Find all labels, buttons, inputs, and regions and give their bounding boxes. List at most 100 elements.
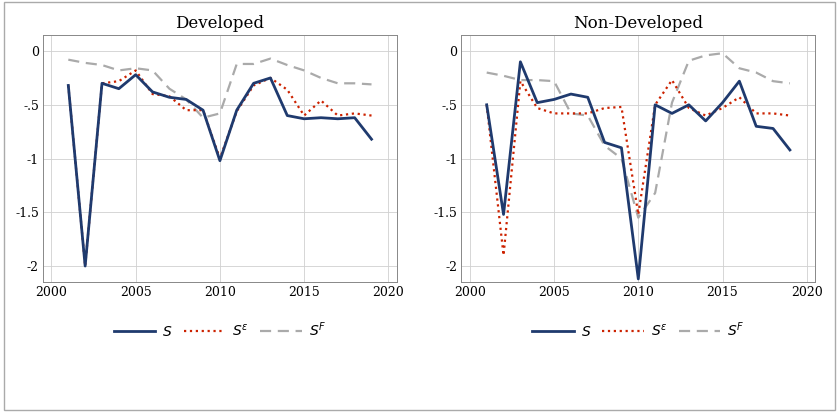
$S$ — [498, 212, 508, 217]
$S^{F}$ — [734, 66, 744, 71]
$S$ — [751, 124, 761, 129]
$S^{\epsilon}$ — [367, 113, 377, 118]
$S$ — [367, 137, 377, 142]
$S^{F}$ — [131, 66, 141, 71]
$S^{\epsilon}$ — [80, 264, 90, 269]
$S^{F}$ — [164, 86, 175, 91]
$S$ — [131, 72, 141, 77]
$S$ — [181, 97, 191, 102]
Title: Developed: Developed — [175, 15, 264, 32]
Title: Non-Developed: Non-Developed — [573, 15, 703, 32]
$S$ — [215, 158, 225, 163]
$S$ — [232, 108, 242, 112]
$S^{F}$ — [148, 68, 158, 73]
$S$ — [482, 102, 492, 107]
$S$ — [784, 147, 795, 152]
$S^{F}$ — [583, 113, 593, 118]
$S^{F}$ — [768, 79, 778, 84]
$S^{F}$ — [633, 215, 644, 220]
$S^{\epsilon}$ — [282, 87, 292, 92]
$S^{F}$ — [701, 53, 711, 58]
$S^{F}$ — [515, 77, 525, 82]
$S$ — [316, 115, 326, 120]
$S^{F}$ — [549, 79, 559, 84]
$S$ — [164, 95, 175, 100]
$S^{\epsilon}$ — [734, 95, 744, 100]
$S^{\epsilon}$ — [215, 156, 225, 161]
$S^{\epsilon}$ — [515, 79, 525, 84]
Line: $S^{F}$: $S^{F}$ — [68, 59, 372, 118]
$S^{F}$ — [684, 58, 694, 63]
$S^{\epsilon}$ — [532, 105, 542, 110]
$S^{\epsilon}$ — [717, 105, 727, 110]
$S^{\epsilon}$ — [198, 108, 208, 112]
$S^{\epsilon}$ — [164, 94, 175, 99]
$S^{\epsilon}$ — [751, 111, 761, 116]
$S^{\epsilon}$ — [97, 81, 107, 86]
$S^{\epsilon}$ — [299, 113, 309, 118]
$S$ — [148, 89, 158, 94]
$S^{F}$ — [299, 68, 309, 73]
$S^{F}$ — [232, 61, 242, 66]
$S^{\epsilon}$ — [248, 83, 258, 88]
$S^{\epsilon}$ — [181, 108, 191, 112]
$S^{\epsilon}$ — [333, 113, 343, 118]
$S^{F}$ — [63, 57, 73, 62]
$S^{F}$ — [248, 61, 258, 66]
$S$ — [617, 145, 627, 150]
$S$ — [248, 81, 258, 86]
$S^{F}$ — [667, 100, 677, 105]
$S$ — [684, 102, 694, 107]
$S$ — [650, 102, 660, 107]
$S^{\epsilon}$ — [148, 91, 158, 96]
$S^{F}$ — [198, 115, 208, 120]
$S$ — [701, 119, 711, 124]
$S$ — [565, 91, 576, 96]
$S^{\epsilon}$ — [684, 105, 694, 110]
$S$ — [350, 115, 360, 120]
Line: $S$: $S$ — [68, 75, 372, 266]
$S^{\epsilon}$ — [701, 113, 711, 118]
$S^{\epsilon}$ — [350, 111, 360, 116]
$S^{F}$ — [751, 70, 761, 75]
$S$ — [549, 97, 559, 102]
$S^{F}$ — [367, 82, 377, 87]
$S^{F}$ — [316, 75, 326, 80]
$S^{F}$ — [350, 81, 360, 86]
$S^{F}$ — [482, 70, 492, 75]
$S$ — [734, 79, 744, 84]
$S^{\epsilon}$ — [617, 105, 627, 110]
$S$ — [583, 95, 593, 100]
Line: $S^{F}$: $S^{F}$ — [487, 53, 789, 218]
$S$ — [198, 108, 208, 112]
$S^{F}$ — [80, 61, 90, 66]
$S^{\epsilon}$ — [482, 102, 492, 107]
$S^{F}$ — [181, 97, 191, 102]
Line: $S$: $S$ — [487, 62, 789, 279]
$S^{F}$ — [333, 81, 343, 86]
$S^{\epsilon}$ — [63, 83, 73, 88]
Line: $S^{\epsilon}$: $S^{\epsilon}$ — [68, 70, 372, 266]
$S^{\epsilon}$ — [565, 111, 576, 116]
$S^{\epsilon}$ — [131, 68, 141, 73]
$S$ — [265, 75, 275, 80]
$S^{F}$ — [717, 51, 727, 56]
$S^{F}$ — [784, 81, 795, 86]
$S^{F}$ — [215, 111, 225, 116]
$S$ — [667, 111, 677, 116]
$S$ — [97, 81, 107, 86]
$S$ — [114, 86, 124, 91]
$S$ — [717, 100, 727, 105]
$S^{\epsilon}$ — [633, 212, 644, 217]
Line: $S^{\epsilon}$: $S^{\epsilon}$ — [487, 80, 789, 255]
$S$ — [515, 59, 525, 64]
$S$ — [63, 83, 73, 88]
$S^{F}$ — [532, 77, 542, 82]
$S^{\epsilon}$ — [650, 102, 660, 107]
$S^{\epsilon}$ — [265, 75, 275, 80]
$S$ — [299, 116, 309, 121]
Legend: $S$, $S^{\epsilon}$, $S^{F}$: $S$, $S^{\epsilon}$, $S^{F}$ — [108, 315, 331, 344]
$S^{F}$ — [617, 156, 627, 161]
$S^{\epsilon}$ — [549, 111, 559, 116]
$S$ — [282, 113, 292, 118]
